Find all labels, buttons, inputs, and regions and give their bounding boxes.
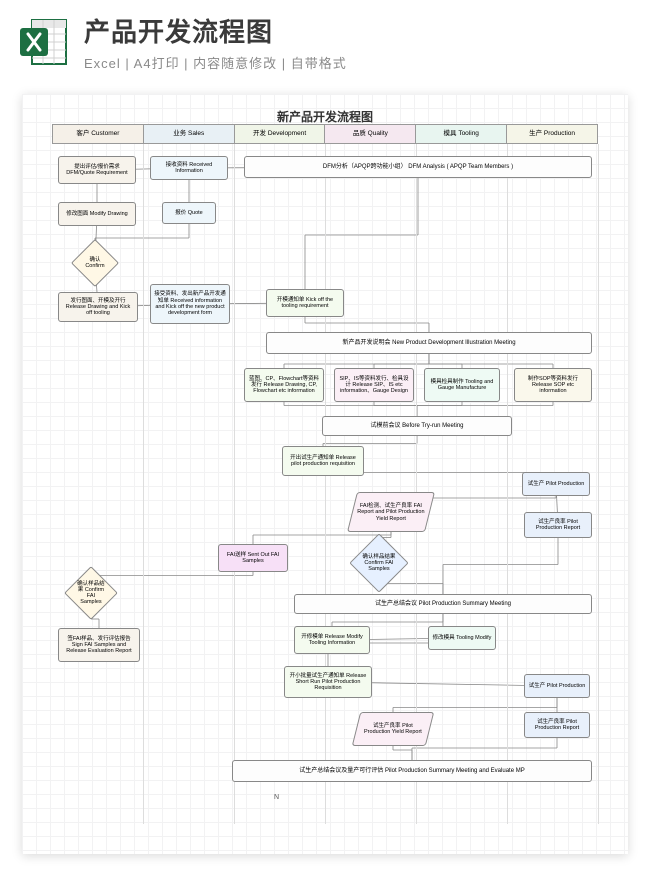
swimlane-divider bbox=[325, 144, 326, 824]
flowchart-node: FAI送样 Sent Out FAI Samples bbox=[218, 544, 288, 572]
flowchart-node: DFM分析（APQP跨功能小组） DFM Analysis ( APQP Tea… bbox=[244, 156, 592, 178]
flowchart-node: 修改图面 Modify Drawing bbox=[58, 202, 136, 226]
flowchart-node: 接受资料、发出新产品开发通知单 Received information and… bbox=[150, 284, 230, 324]
excel-icon bbox=[18, 16, 70, 68]
flowchart-node: 试生产总结会议及量产可行评估 Pilot Production Summary … bbox=[232, 760, 592, 782]
flowchart-node: 试生产总结会议 Pilot Production Summary Meeting bbox=[294, 594, 592, 614]
flowchart-node: 提出评估/报价需求 DFM/Quote Requirement bbox=[58, 156, 136, 184]
flowchart-node: 试生产良率 Pilot Production Report bbox=[524, 712, 590, 738]
flowchart-node: 试生产 Pilot Production bbox=[522, 472, 590, 496]
flowchart-node: 修改模具 Tooling Modify bbox=[428, 626, 496, 650]
page-preview: 新产品开发流程图 客户 Customer业务 Sales开发 Developme… bbox=[22, 94, 628, 854]
flowchart-node: 试生产良率 Pilot Production Yield Report bbox=[352, 712, 434, 746]
flowchart-node: 试生产良率 Pilot Production Report bbox=[524, 512, 592, 538]
swimlane-divider bbox=[234, 144, 235, 824]
flowchart-node: 开小批量试生产通知单 Release Short Run Pilot Produ… bbox=[284, 666, 372, 698]
header-text: 产品开发流程图 Excel | A4打印 | 内容随意修改 | 自带格式 bbox=[84, 12, 347, 72]
flowchart-node: 试生产 Pilot Production bbox=[524, 674, 590, 698]
swimlane-divider bbox=[507, 144, 508, 824]
page-wrap: 新产品开发流程图 客户 Customer业务 Sales开发 Developme… bbox=[0, 84, 650, 876]
flowchart-node: SIP、IS等资料发行、检具设计 Release SIP、IS etc info… bbox=[334, 368, 414, 402]
flowchart-node: 发行图面、开模及开行 Release Drawing and Kick off … bbox=[58, 292, 138, 322]
swimlane-divider bbox=[598, 144, 599, 824]
flowchart-node: 接收资料 Received Information bbox=[150, 156, 228, 180]
flowchart-node: 开模通知单 Kick off the tooling requirement bbox=[266, 289, 344, 317]
flowchart-node: FAI检测、试生产良率 FAI Report and Pilot Product… bbox=[347, 492, 435, 532]
swimlane-divider bbox=[143, 144, 144, 824]
flowchart-node: 新产品开发说明会 New Product Development Illustr… bbox=[266, 332, 592, 354]
flowchart-node: 制作SOP等资料发行 Release SOP etc information bbox=[514, 368, 592, 402]
flowchart-node: 报价 Quote bbox=[162, 202, 216, 224]
flowchart-node: N bbox=[274, 794, 279, 801]
flowchart-node: 开出试生产通知单 Release pilot production requis… bbox=[282, 446, 364, 476]
flowchart-node: 开修模单 Release Modify Tooling Information bbox=[294, 626, 370, 654]
flowchart-node: 模具检具制作 Tooling and Gauge Manufacture bbox=[424, 368, 500, 402]
flowchart-node: 试模前会议 Before Try-run Meeting bbox=[322, 416, 512, 436]
flowchart-node: 蓝图、CP、Flowchart等资料发行 Release Drawing, CP… bbox=[244, 368, 324, 402]
header-bar: 产品开发流程图 Excel | A4打印 | 内容随意修改 | 自带格式 bbox=[0, 0, 650, 84]
page-title: 产品开发流程图 bbox=[84, 12, 347, 49]
flowchart-diagram: 新产品开发流程图 客户 Customer业务 Sales开发 Developme… bbox=[22, 94, 628, 854]
page-subtitle: Excel | A4打印 | 内容随意修改 | 自带格式 bbox=[84, 53, 347, 72]
flowchart-node: 签FAI样品、发行评估报告 Sign FAI Samples and Relea… bbox=[58, 628, 140, 662]
